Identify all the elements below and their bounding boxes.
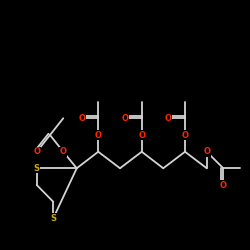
Text: S: S bbox=[50, 214, 56, 223]
Text: O: O bbox=[165, 114, 172, 123]
Text: O: O bbox=[78, 114, 85, 123]
Text: O: O bbox=[122, 114, 128, 123]
Text: O: O bbox=[33, 147, 40, 156]
Text: O: O bbox=[60, 147, 67, 156]
Text: O: O bbox=[220, 180, 227, 190]
Text: O: O bbox=[182, 130, 188, 140]
Text: O: O bbox=[95, 130, 102, 140]
Text: O: O bbox=[138, 130, 145, 140]
Text: O: O bbox=[203, 147, 210, 156]
Text: S: S bbox=[34, 164, 40, 173]
